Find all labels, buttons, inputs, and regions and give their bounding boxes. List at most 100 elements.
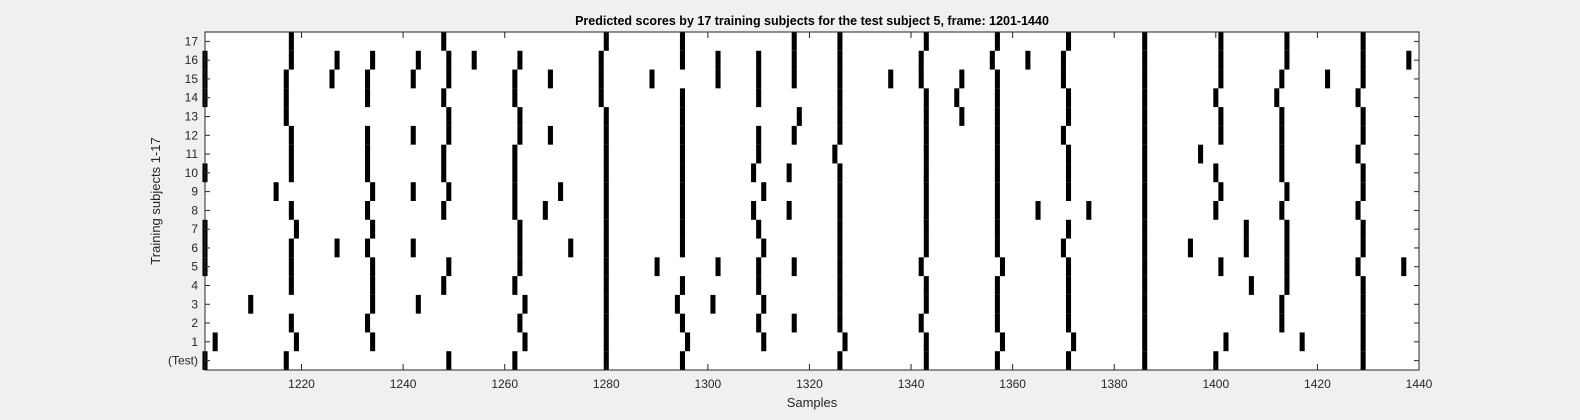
event-mark [837, 125, 843, 145]
event-mark [334, 50, 340, 70]
event-mark [522, 294, 528, 314]
event-mark [512, 182, 518, 201]
event-mark [994, 182, 1000, 201]
event-mark [522, 332, 528, 352]
event-mark [791, 69, 797, 89]
y-tick-label: 16 [185, 53, 199, 67]
event-mark [654, 257, 660, 277]
event-mark [679, 163, 685, 183]
event-mark [923, 201, 929, 220]
x-tick-label: 1440 [1406, 377, 1433, 391]
event-mark [1360, 32, 1366, 51]
event-mark [598, 88, 604, 108]
event-mark [791, 257, 797, 277]
event-mark [1248, 276, 1254, 295]
event-mark [603, 201, 609, 220]
event-mark [1213, 351, 1219, 370]
y-tick-label: 6 [191, 241, 198, 255]
event-mark [512, 163, 518, 183]
event-mark [1065, 313, 1072, 333]
event-mark [1218, 107, 1224, 126]
event-mark [679, 276, 685, 295]
y-tick-label: 12 [185, 128, 199, 142]
event-mark [1284, 219, 1290, 239]
event-mark [1142, 88, 1148, 108]
event-mark [542, 201, 548, 220]
event-mark [1299, 332, 1305, 352]
event-mark [674, 294, 680, 314]
x-tick-label: 1240 [390, 377, 417, 391]
y-tick-label: 8 [191, 203, 198, 217]
event-mark [1284, 276, 1290, 295]
event-mark [679, 182, 685, 201]
event-mark [410, 238, 416, 258]
event-mark [517, 313, 523, 333]
event-mark [446, 125, 452, 145]
x-axis: 1220 1240 1260 1280 1300 1320 1340 1360 1380 1400… [288, 32, 1433, 391]
event-mark [365, 88, 371, 108]
event-mark [1142, 163, 1148, 183]
event-mark [1142, 238, 1148, 258]
event-mark [1284, 238, 1290, 258]
event-mark [756, 50, 762, 70]
event-mark [1142, 107, 1148, 126]
event-mark [1218, 69, 1224, 89]
event-mark [1065, 276, 1072, 295]
event-mark [283, 107, 289, 126]
event-mark [1065, 294, 1072, 314]
event-mark [365, 125, 371, 145]
event-mark [1142, 294, 1148, 314]
y-tick-label: 5 [191, 260, 198, 274]
event-mark [837, 276, 843, 295]
event-mark [1360, 163, 1366, 183]
event-mark [1360, 276, 1366, 295]
event-mark [923, 32, 929, 51]
event-mark [283, 88, 289, 108]
event-mark [649, 69, 655, 89]
event-mark [756, 257, 762, 277]
event-mark [1360, 313, 1366, 333]
x-tick-label: 1280 [593, 377, 620, 391]
event-mark [715, 50, 721, 70]
event-mark [679, 88, 685, 108]
event-mark [1284, 50, 1290, 70]
event-mark [1060, 238, 1066, 258]
x-tick-label: 1260 [491, 377, 518, 391]
event-mark [796, 107, 802, 126]
event-mark [603, 313, 609, 333]
x-tick-label: 1420 [1304, 377, 1331, 391]
event-mark [837, 107, 843, 126]
event-mark [994, 69, 1000, 89]
event-mark [756, 276, 762, 295]
event-mark [517, 107, 523, 126]
event-mark [994, 201, 1000, 220]
event-mark [1142, 257, 1148, 277]
event-mark [1142, 332, 1148, 352]
event-mark [365, 69, 371, 89]
event-mark [994, 32, 1000, 51]
event-mark [837, 163, 843, 183]
event-mark [837, 182, 843, 201]
event-mark [547, 125, 553, 145]
event-mark [370, 219, 376, 239]
event-mark [1218, 257, 1224, 277]
event-mark [923, 294, 929, 314]
event-mark [1243, 238, 1249, 258]
event-mark [1065, 144, 1072, 164]
event-mark [283, 351, 289, 370]
event-mark [1406, 50, 1412, 70]
event-mark [415, 50, 421, 70]
event-mark [446, 257, 452, 277]
event-mark [365, 144, 371, 164]
event-mark [1065, 88, 1072, 108]
event-mark [1360, 107, 1366, 126]
event-mark [370, 182, 376, 201]
event-mark [1355, 88, 1361, 108]
event-mark [679, 32, 685, 51]
event-mark [1279, 144, 1285, 164]
event-mark [365, 313, 371, 333]
event-mark [446, 351, 452, 370]
event-mark [370, 50, 376, 70]
event-mark [512, 201, 518, 220]
